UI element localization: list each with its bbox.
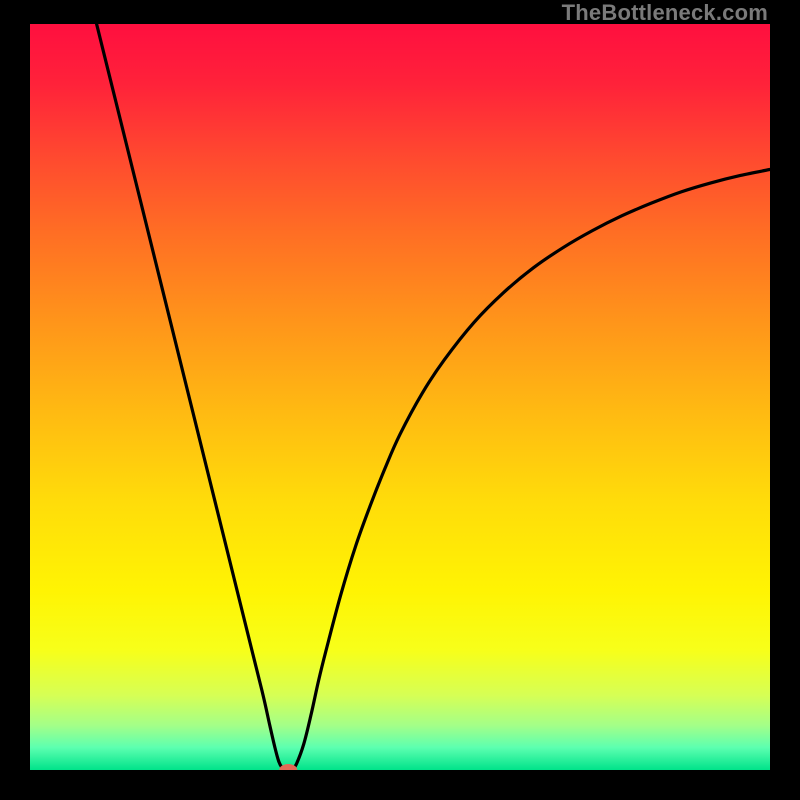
chart-container: TheBottleneck.com [0, 0, 800, 800]
curve-left [97, 24, 286, 770]
watermark-text: TheBottleneck.com [562, 0, 768, 26]
curve-right [292, 169, 770, 770]
bottleneck-curve-plot [30, 24, 770, 770]
